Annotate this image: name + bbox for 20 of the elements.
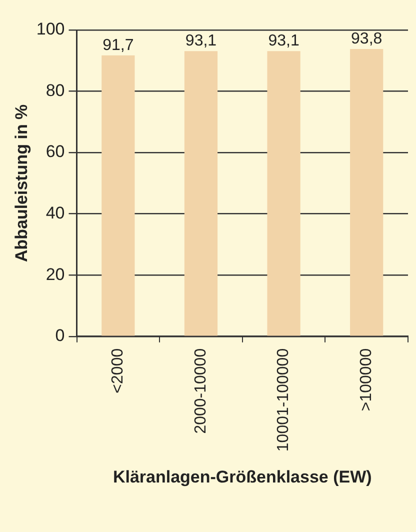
data-label: 93,1 xyxy=(268,32,300,50)
bar xyxy=(184,51,218,336)
y-tick-label: 0 xyxy=(55,326,65,346)
x-tick-label: <2000 xyxy=(110,348,127,394)
data-label: 93,8 xyxy=(351,30,382,48)
bar xyxy=(350,48,384,336)
bar xyxy=(102,55,135,336)
data-label: 93,1 xyxy=(185,32,217,50)
x-tick-label: 10001-100000 xyxy=(275,348,292,452)
x-axis-title: Kläranlagen-Größenklasse (EW) xyxy=(112,467,372,486)
y-tick-label: 20 xyxy=(46,264,65,284)
x-tick-label: >100000 xyxy=(358,348,375,412)
y-tick-label: 80 xyxy=(46,80,65,100)
bar xyxy=(267,51,300,336)
x-tick-label: 2000-10000 xyxy=(192,348,210,434)
y-tick-label: 100 xyxy=(36,20,65,39)
data-label: 91,7 xyxy=(102,36,134,54)
y-tick-label: 40 xyxy=(46,204,65,223)
y-axis-title: Abbauleistung in % xyxy=(12,104,31,262)
y-tick-label: 60 xyxy=(46,142,65,162)
